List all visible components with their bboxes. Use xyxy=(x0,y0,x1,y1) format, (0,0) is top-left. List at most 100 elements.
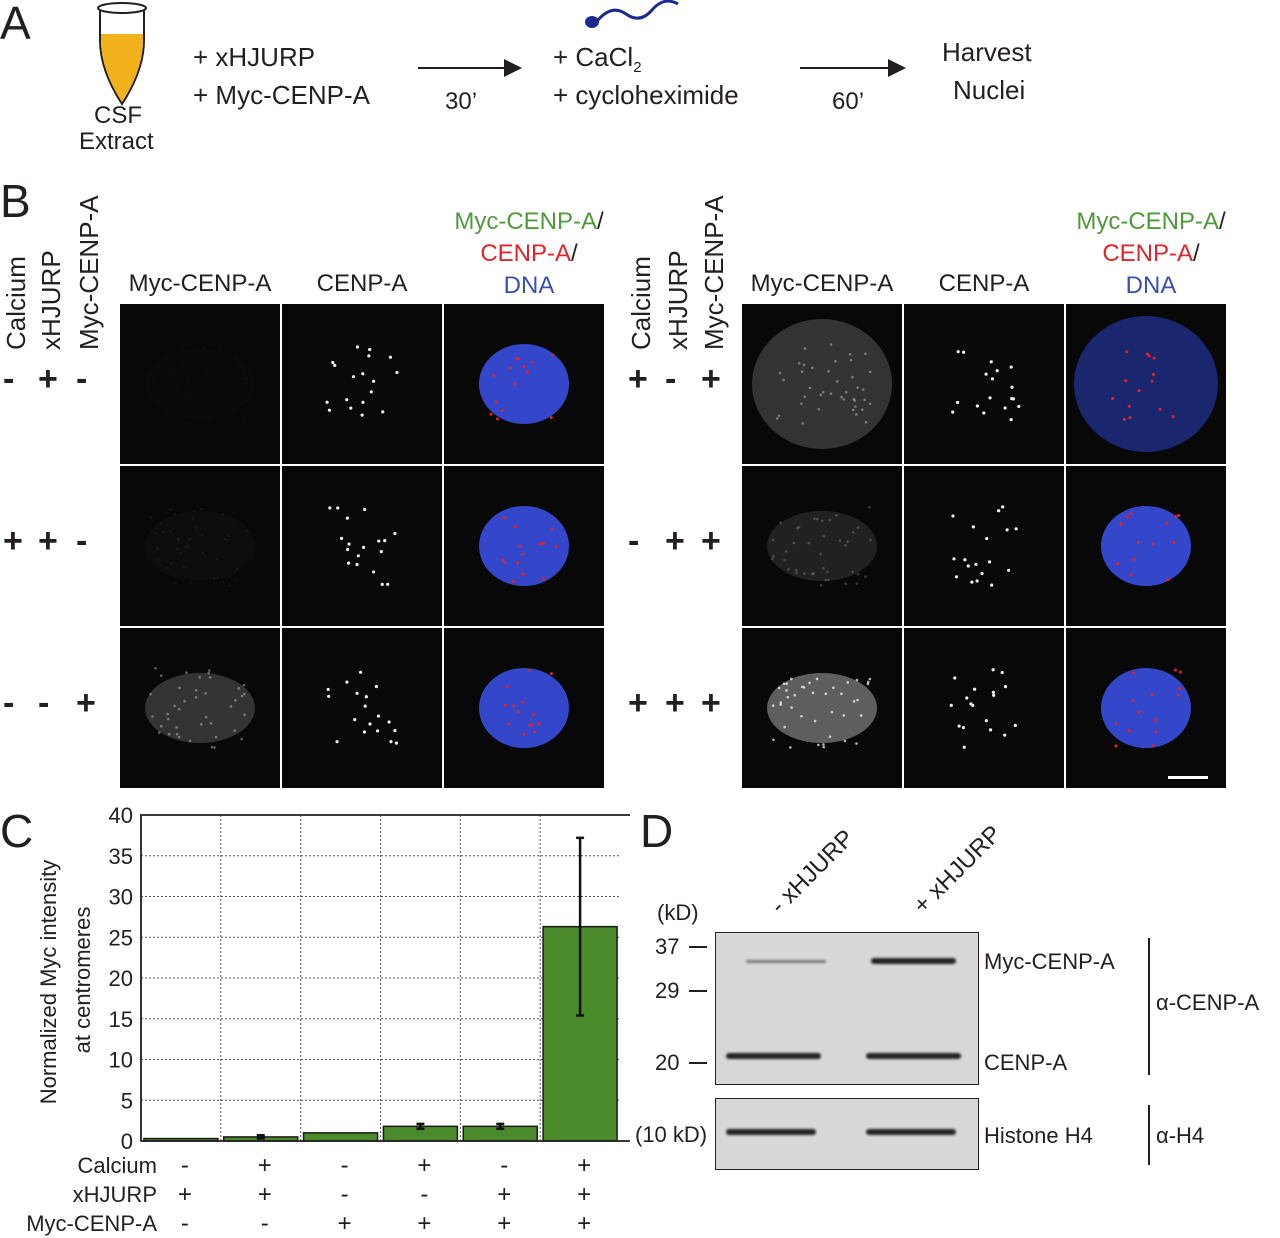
step1-line1: + xHJURP xyxy=(193,42,316,72)
condition-row-label: xHJURP xyxy=(73,1182,157,1207)
micrograph xyxy=(282,466,442,626)
antibody-h4: α-H4 xyxy=(1156,1123,1205,1148)
micrograph xyxy=(444,628,604,788)
result-line2: Nuclei xyxy=(953,75,1026,105)
condition-sign: - xyxy=(76,522,88,560)
lane-label-1: - xHJURP xyxy=(765,824,860,920)
condition-label: xHJURP xyxy=(663,250,693,350)
micrograph xyxy=(282,304,442,464)
step2-line1: + CaCl2 xyxy=(553,42,642,77)
condition-sign: + xyxy=(258,1152,272,1179)
unit-label: (kD) xyxy=(657,900,699,925)
micrograph xyxy=(1066,628,1226,788)
condition-label: xHJURP xyxy=(36,250,66,350)
y-tick-label: 10 xyxy=(109,1048,133,1073)
tube-label-2: Extract xyxy=(79,128,154,155)
column-header-cenp-a: CENP-A xyxy=(938,270,1030,297)
y-tick-label: 30 xyxy=(109,885,133,910)
condition-sign: - xyxy=(3,684,15,722)
microscopy-grid xyxy=(120,304,604,788)
condition-sign: - xyxy=(76,360,88,398)
tube-icon xyxy=(97,2,147,106)
result-line1: Harvest xyxy=(942,37,1032,67)
column-header-myc: Myc-CENP-A xyxy=(750,270,894,297)
time2: 60’ xyxy=(832,88,865,115)
y-tick-label: 35 xyxy=(109,844,133,869)
condition-label: Myc-CENP-A xyxy=(74,195,104,350)
condition-sign: - xyxy=(181,1210,189,1237)
band-label-histone-h4: Histone H4 xyxy=(984,1123,1093,1148)
micrograph xyxy=(904,628,1064,788)
condition-sign: + xyxy=(497,1210,511,1237)
time1: 30’ xyxy=(445,88,478,115)
merge-header-line: CENP-A/ xyxy=(1102,240,1200,267)
bar xyxy=(302,1132,379,1142)
western-blot-h4 xyxy=(715,1098,979,1170)
panel-letter-a: A xyxy=(0,0,31,49)
marker-29: 29 xyxy=(655,978,680,1003)
micrograph xyxy=(904,304,1064,464)
band-label-myc-cenp-a: Myc-CENP-A xyxy=(984,949,1115,974)
condition-row-label: Calcium xyxy=(78,1153,157,1178)
micrograph xyxy=(120,628,280,788)
arrow-icon xyxy=(418,59,522,77)
axes xyxy=(140,814,630,1142)
y-tick-label: 15 xyxy=(109,1007,133,1032)
condition-sign: - xyxy=(181,1152,189,1179)
h4-marker: (10 kD) xyxy=(635,1122,708,1147)
condition-sign: + xyxy=(628,360,648,398)
condition-sign: + xyxy=(3,522,23,560)
condition-sign: - xyxy=(38,684,50,722)
micrograph xyxy=(444,304,604,464)
condition-sign: - xyxy=(3,360,15,398)
condition-sign: - xyxy=(420,1181,428,1208)
micrograph xyxy=(742,304,902,464)
microscopy-grid xyxy=(742,304,1226,788)
merge-header-line: Myc-CENP-A/ xyxy=(1076,208,1226,235)
merge-header-line: DNA xyxy=(503,272,555,299)
merge-header-line: CENP-A/ xyxy=(480,240,578,267)
y-tick-label: 25 xyxy=(109,925,133,950)
micrograph xyxy=(742,628,902,788)
step1-line2: + Myc-CENP-A xyxy=(193,80,370,110)
column-header-cenp-a: CENP-A xyxy=(316,270,408,297)
condition-sign: + xyxy=(701,360,721,398)
condition-sign: + xyxy=(577,1210,591,1237)
marker-20: 20 xyxy=(655,1050,680,1075)
condition-sign: - xyxy=(500,1152,508,1179)
merge-header-line: Myc-CENP-A/ xyxy=(454,208,604,235)
condition-sign: + xyxy=(417,1210,431,1237)
condition-sign: + xyxy=(258,1181,272,1208)
panel-letter-c: C xyxy=(0,805,34,857)
condition-sign: - xyxy=(341,1181,349,1208)
y-tick-label: 20 xyxy=(109,966,133,991)
panel-letter-b: B xyxy=(0,175,31,227)
condition-sign: - xyxy=(628,522,640,560)
marker-37: 37 xyxy=(655,934,680,959)
y-tick-label: 0 xyxy=(121,1129,133,1154)
condition-sign: + xyxy=(38,522,58,560)
y-tick-label: 5 xyxy=(121,1088,133,1113)
condition-sign: + xyxy=(76,684,96,722)
micrograph xyxy=(444,466,604,626)
micrograph xyxy=(282,628,442,788)
sperm-icon xyxy=(585,0,679,28)
condition-sign: + xyxy=(417,1152,431,1179)
condition-sign: + xyxy=(178,1181,192,1208)
condition-sign: + xyxy=(577,1181,591,1208)
condition-sign: + xyxy=(701,684,721,722)
band-label-cenp-a: CENP-A xyxy=(984,1050,1068,1075)
y-tick-label: 40 xyxy=(109,803,133,828)
condition-label: Myc-CENP-A xyxy=(699,195,729,350)
condition-sign: + xyxy=(38,360,58,398)
arrow-icon xyxy=(800,59,906,77)
micrograph xyxy=(904,466,1064,626)
condition-sign: + xyxy=(701,522,721,560)
condition-label: Calcium xyxy=(1,256,31,350)
condition-sign: + xyxy=(338,1210,352,1237)
panel-letter-d: D xyxy=(640,805,674,857)
condition-sign: + xyxy=(577,1152,591,1179)
antibody-cenp-a: α-CENP-A xyxy=(1156,990,1260,1015)
